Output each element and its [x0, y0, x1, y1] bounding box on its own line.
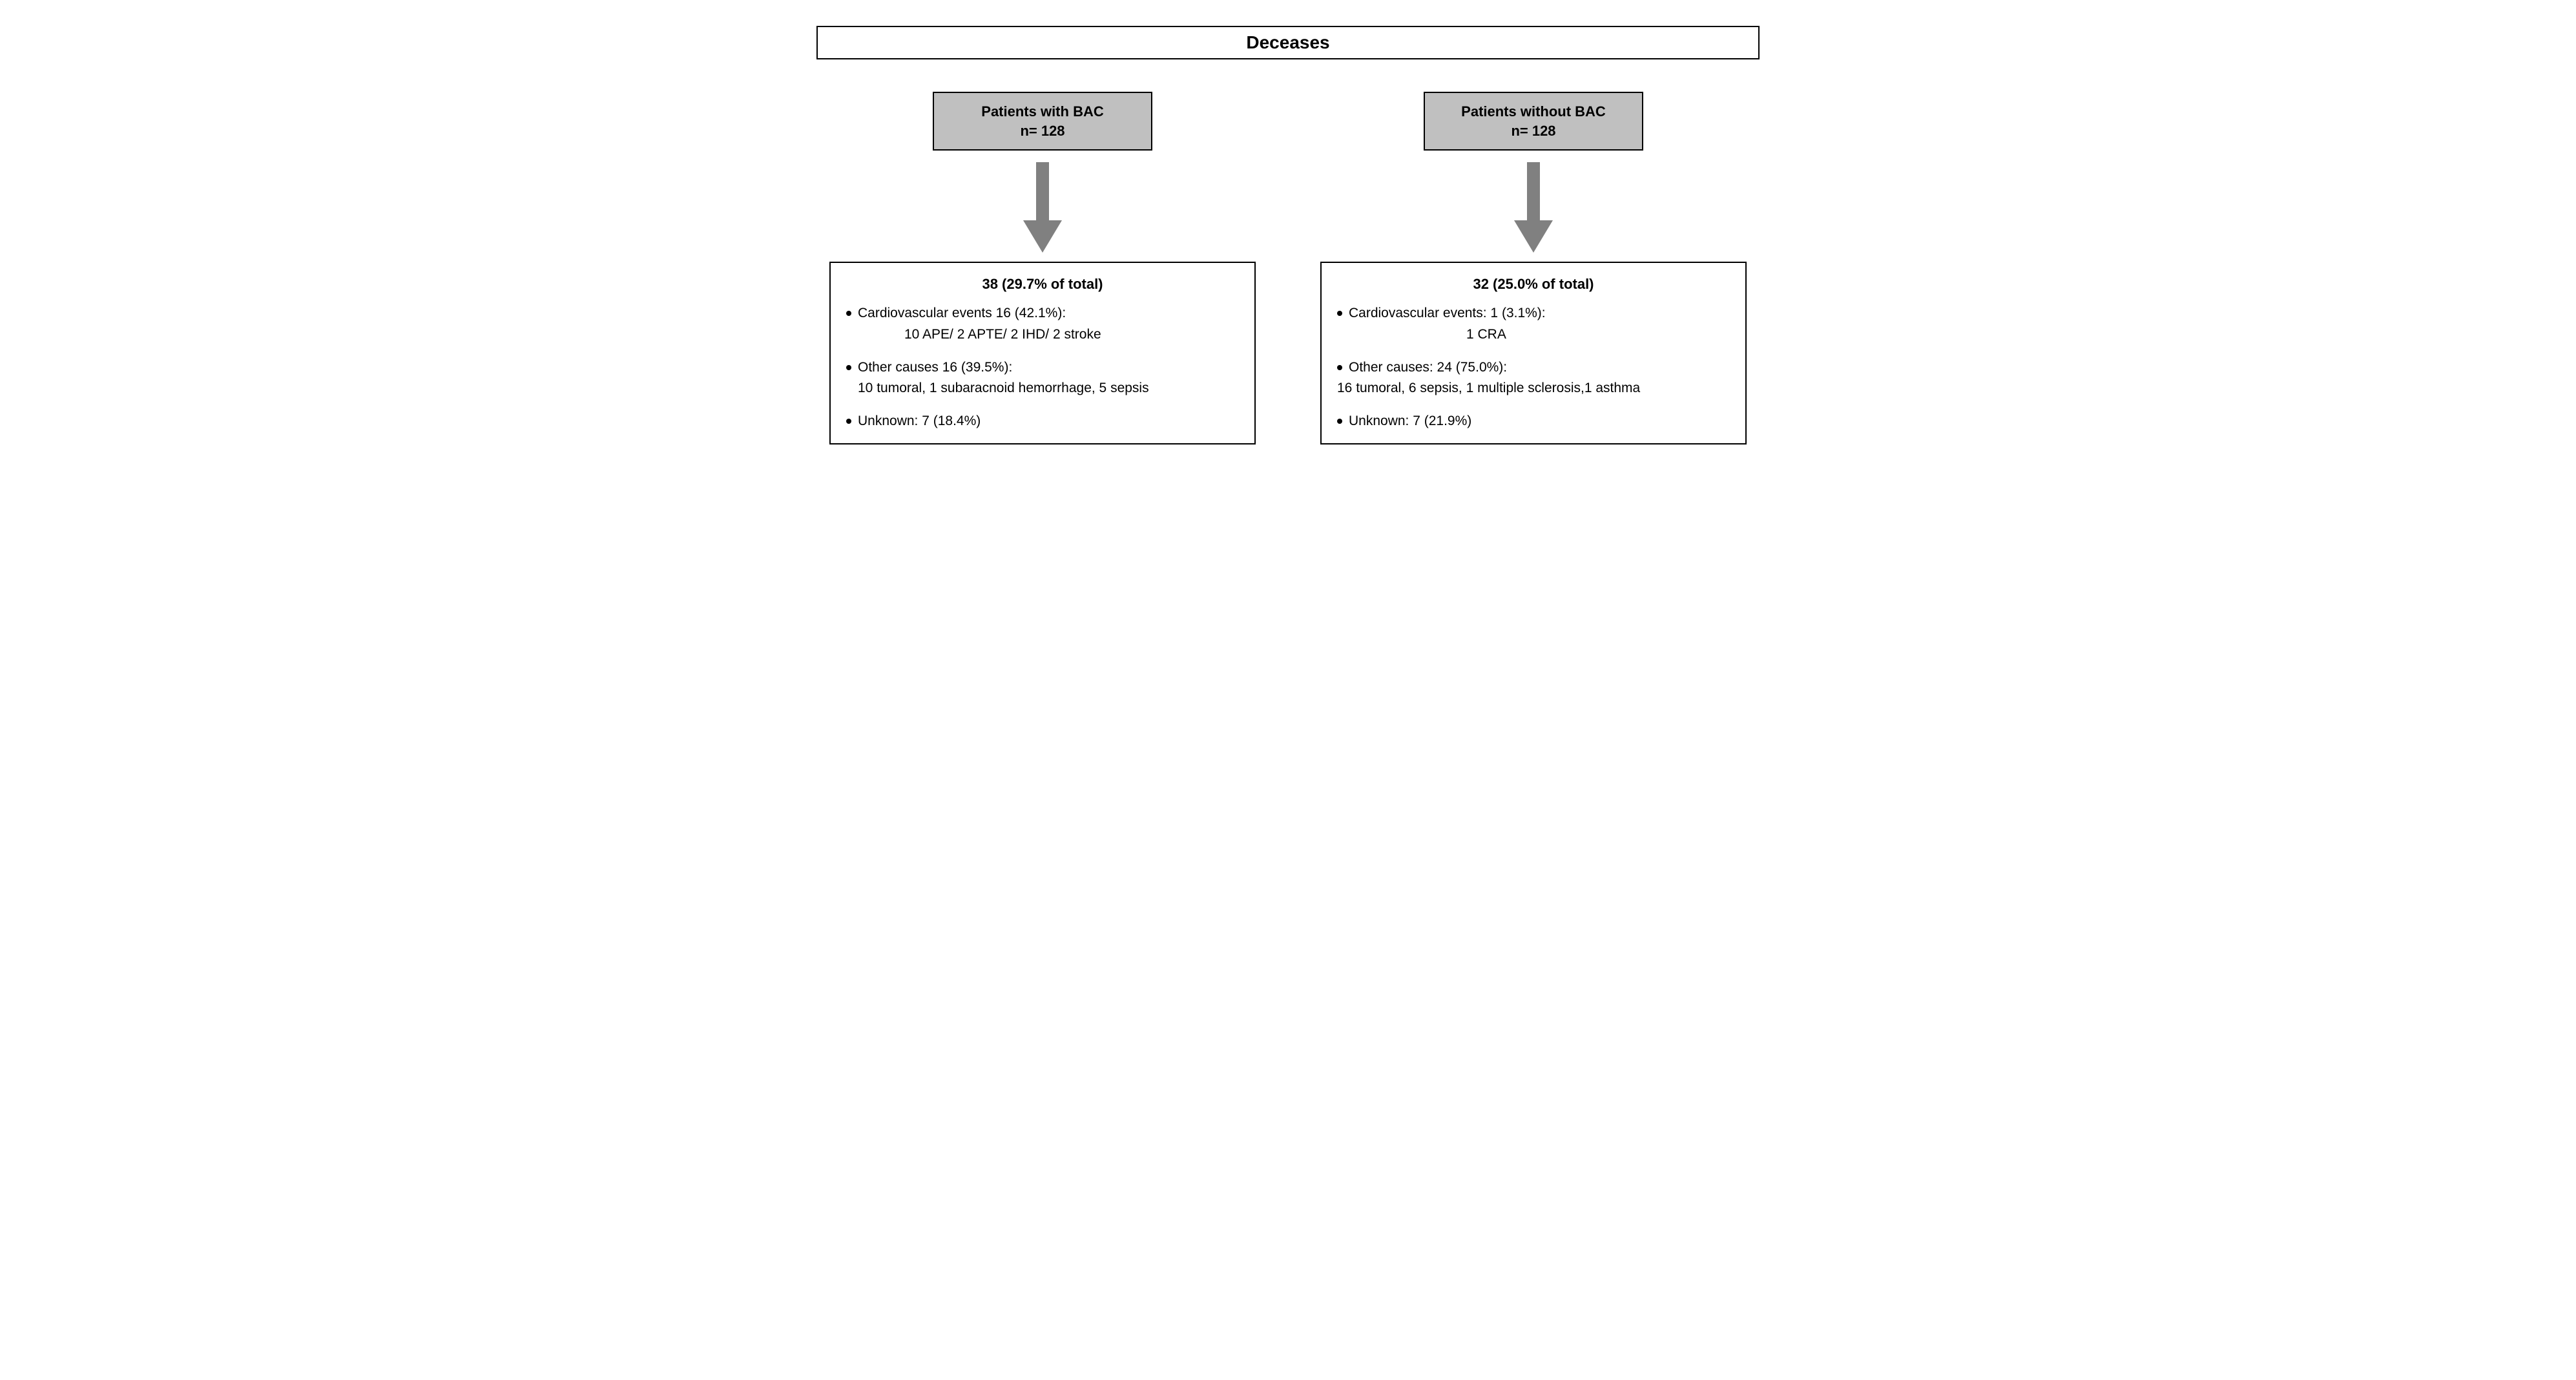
- sub-text: 10 tumoral, 1 subaracnoid hemorrhage, 5 …: [846, 378, 1239, 399]
- bullet-row: Other causes 16 (39.5%):: [846, 357, 1239, 379]
- diagram-container: Deceases Patients with BAC n= 128 38 (29…: [816, 26, 1760, 444]
- detail-section: Cardiovascular events 16 (42.1%): 10 APE…: [846, 303, 1239, 345]
- columns-wrapper: Patients with BAC n= 128 38 (29.7% of to…: [816, 92, 1760, 444]
- bullet-row: Other causes: 24 (75.0%):: [1337, 357, 1730, 379]
- detail-section: Unknown: 7 (18.4%): [846, 411, 1239, 432]
- bullet-text: Unknown: 7 (18.4%): [858, 411, 981, 432]
- sub-text: 16 tumoral, 6 sepsis, 1 multiple scleros…: [1337, 378, 1730, 399]
- diagram-title: Deceases: [816, 26, 1760, 59]
- group-label-line2: n= 128: [952, 121, 1133, 141]
- bullet-text: Other causes: 24 (75.0%):: [1349, 357, 1507, 379]
- bullet-icon: [846, 365, 851, 370]
- group-label-line2: n= 128: [1443, 121, 1624, 141]
- sub-text: 1 CRA: [1337, 324, 1730, 346]
- detail-header: 32 (25.0% of total): [1337, 273, 1730, 295]
- group-label-line1: Patients without BAC: [1443, 102, 1624, 121]
- bullet-icon: [1337, 365, 1342, 370]
- bullet-text: Unknown: 7 (21.9%): [1349, 411, 1471, 432]
- detail-section: Unknown: 7 (21.9%): [1337, 411, 1730, 432]
- bullet-row: Unknown: 7 (18.4%): [846, 411, 1239, 432]
- arrow-icon: [1023, 162, 1062, 253]
- column-left: Patients with BAC n= 128 38 (29.7% of to…: [816, 92, 1269, 444]
- bullet-row: Unknown: 7 (21.9%): [1337, 411, 1730, 432]
- bullet-text: Other causes 16 (39.5%):: [858, 357, 1012, 379]
- bullet-icon: [846, 311, 851, 316]
- detail-section: Cardiovascular events: 1 (3.1%): 1 CRA: [1337, 303, 1730, 345]
- bullet-row: Cardiovascular events 16 (42.1%):: [846, 303, 1239, 324]
- bullet-icon: [1337, 419, 1342, 424]
- bullet-icon: [846, 419, 851, 424]
- detail-box-without-bac: 32 (25.0% of total) Cardiovascular event…: [1320, 262, 1747, 444]
- bullet-row: Cardiovascular events: 1 (3.1%):: [1337, 303, 1730, 324]
- column-right: Patients without BAC n= 128 32 (25.0% of…: [1307, 92, 1760, 444]
- detail-section: Other causes 16 (39.5%): 10 tumoral, 1 s…: [846, 357, 1239, 399]
- arrow-icon: [1514, 162, 1553, 253]
- group-label-line1: Patients with BAC: [952, 102, 1133, 121]
- bullet-icon: [1337, 311, 1342, 316]
- group-box-with-bac: Patients with BAC n= 128: [933, 92, 1152, 151]
- sub-text: 10 APE/ 2 APTE/ 2 IHD/ 2 stroke: [846, 324, 1239, 346]
- detail-header: 38 (29.7% of total): [846, 273, 1239, 295]
- detail-box-with-bac: 38 (29.7% of total) Cardiovascular event…: [829, 262, 1256, 444]
- bullet-text: Cardiovascular events: 1 (3.1%):: [1349, 303, 1546, 324]
- bullet-text: Cardiovascular events 16 (42.1%):: [858, 303, 1066, 324]
- group-box-without-bac: Patients without BAC n= 128: [1424, 92, 1643, 151]
- detail-section: Other causes: 24 (75.0%): 16 tumoral, 6 …: [1337, 357, 1730, 399]
